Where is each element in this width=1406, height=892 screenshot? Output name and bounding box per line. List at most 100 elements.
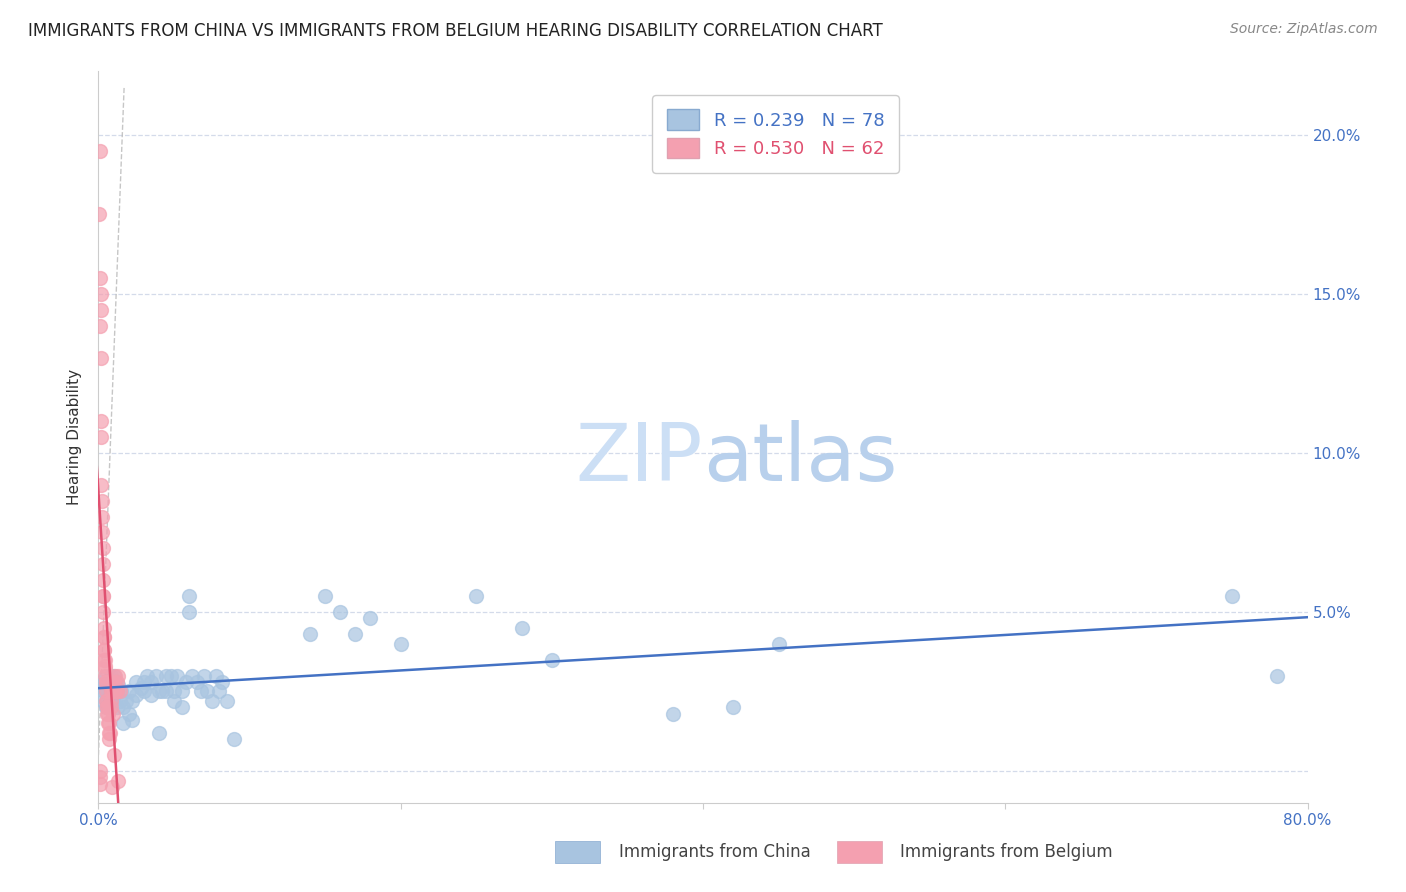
Point	[98, 732, 121, 747]
Point	[93, 684, 115, 698]
Point	[205, 668, 228, 682]
Point	[125, 675, 148, 690]
Point	[100, 668, 122, 682]
Point	[93, 631, 115, 645]
Point	[329, 605, 352, 619]
Point	[91, 681, 114, 696]
Point	[97, 716, 120, 731]
Point	[98, 726, 121, 740]
Point	[91, 558, 114, 572]
Text: ZIP: ZIP	[575, 420, 703, 498]
Point	[94, 694, 117, 708]
Point	[141, 675, 163, 690]
Point	[179, 589, 201, 603]
Point	[91, 589, 114, 603]
Point	[98, 675, 121, 690]
Point	[103, 675, 125, 690]
Point	[141, 688, 163, 702]
Point	[211, 675, 233, 690]
Point	[98, 688, 121, 702]
Point	[93, 643, 115, 657]
Point	[91, 573, 114, 587]
Point	[101, 694, 124, 708]
Point	[108, 684, 131, 698]
Point	[94, 668, 117, 682]
Point	[148, 684, 170, 698]
Point	[94, 659, 117, 673]
Point	[91, 525, 114, 540]
Point	[105, 684, 128, 698]
Point	[163, 684, 186, 698]
Point	[108, 694, 131, 708]
Point	[114, 694, 136, 708]
Point	[465, 589, 488, 603]
Point	[96, 700, 118, 714]
Point	[90, 477, 112, 491]
Point	[224, 732, 246, 747]
Point	[190, 684, 212, 698]
Point	[150, 684, 173, 698]
Point	[103, 684, 125, 698]
Point	[90, 430, 112, 444]
Point	[155, 668, 177, 682]
Point	[540, 653, 562, 667]
Point	[768, 637, 790, 651]
Point	[96, 690, 118, 705]
Point	[90, 675, 112, 690]
Point	[155, 684, 177, 698]
Point	[132, 684, 155, 698]
Point	[103, 748, 125, 763]
Point	[107, 668, 129, 682]
Point	[91, 694, 114, 708]
Point	[93, 653, 115, 667]
Point	[101, 780, 124, 794]
Point	[96, 706, 118, 721]
Point	[132, 675, 155, 690]
Point	[129, 681, 152, 696]
Point	[94, 653, 117, 667]
Point	[94, 662, 117, 676]
Point	[90, 287, 112, 301]
Point	[160, 668, 183, 682]
Point	[118, 706, 141, 721]
Point	[90, 302, 112, 317]
Point	[121, 713, 143, 727]
Point	[118, 684, 141, 698]
Point	[125, 688, 148, 702]
Point	[89, 318, 111, 333]
Point	[344, 627, 367, 641]
Point	[91, 605, 114, 619]
Text: IMMIGRANTS FROM CHINA VS IMMIGRANTS FROM BELGIUM HEARING DISABILITY CORRELATION : IMMIGRANTS FROM CHINA VS IMMIGRANTS FROM…	[28, 22, 883, 40]
Point	[163, 694, 186, 708]
Point	[111, 700, 134, 714]
Point	[97, 706, 120, 721]
Point	[100, 684, 122, 698]
Point	[103, 688, 125, 702]
Point	[94, 668, 117, 682]
Point	[89, 207, 111, 221]
Point	[105, 684, 128, 698]
Point	[105, 675, 128, 690]
Point	[208, 684, 231, 698]
Point	[89, 678, 111, 692]
Legend: R = 0.239   N = 78, R = 0.530   N = 62: R = 0.239 N = 78, R = 0.530 N = 62	[652, 95, 898, 173]
Point	[89, 770, 111, 784]
Point	[105, 700, 128, 714]
Point	[90, 414, 112, 428]
Point	[101, 684, 124, 698]
Point	[97, 716, 120, 731]
Y-axis label: Hearing Disability: Hearing Disability	[67, 369, 83, 505]
Point	[1220, 589, 1243, 603]
Point	[170, 684, 193, 698]
Point	[96, 678, 118, 692]
Point	[360, 611, 382, 625]
Point	[89, 764, 111, 778]
Point	[174, 675, 197, 690]
Point	[89, 777, 111, 791]
Point	[93, 621, 115, 635]
Point	[389, 637, 412, 651]
Point	[93, 643, 115, 657]
Point	[94, 700, 117, 714]
Point	[104, 668, 127, 682]
Text: Immigrants from Belgium: Immigrants from Belgium	[900, 843, 1112, 861]
